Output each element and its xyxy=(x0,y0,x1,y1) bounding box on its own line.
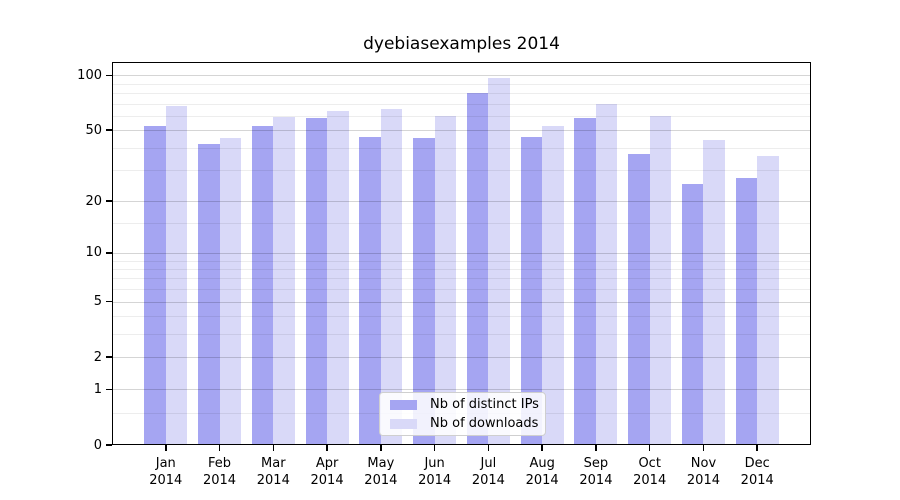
bar-distinct-ips-aug xyxy=(520,136,543,445)
gridline-major xyxy=(112,357,811,359)
y-axis-tick-label: 2 xyxy=(93,349,102,365)
gridline-minor xyxy=(112,316,811,318)
y-axis-tick xyxy=(106,444,112,446)
x-axis-tick-label: Jan 2014 xyxy=(149,456,183,488)
y-axis-tick xyxy=(106,252,112,254)
gridline-minor xyxy=(112,169,811,171)
gridline-major xyxy=(112,75,811,77)
bar-downloads-may xyxy=(380,109,403,445)
gridline-minor xyxy=(112,289,811,291)
gridline-minor xyxy=(112,269,811,271)
x-axis-tick-label: May 2014 xyxy=(364,456,398,488)
y-axis-tick xyxy=(106,129,112,131)
legend-item-distinct-ips: Nb of distinct IPs xyxy=(390,397,545,412)
gridline-major xyxy=(112,130,811,132)
x-axis-tick xyxy=(272,445,275,451)
gridline-minor xyxy=(112,103,811,105)
gridline-major xyxy=(112,301,811,303)
x-axis-tick xyxy=(756,445,758,451)
bar-downloads-jul xyxy=(488,77,510,445)
legend-label-downloads: Nb of downloads xyxy=(430,416,539,431)
bar-distinct-ips-dec xyxy=(735,178,758,445)
y-axis-tick-label: 20 xyxy=(85,193,102,209)
bar-downloads-apr xyxy=(327,110,349,445)
bar-distinct-ips-may xyxy=(359,136,381,445)
x-axis-tick-label: Oct 2014 xyxy=(633,456,667,488)
gridline-minor xyxy=(112,83,811,85)
legend: Nb of distinct IPs Nb of downloads xyxy=(379,392,546,436)
bar-distinct-ips-nov xyxy=(681,184,704,445)
y-axis-tick-label: 50 xyxy=(85,122,102,138)
x-axis-tick xyxy=(541,445,543,451)
x-axis-tick xyxy=(648,445,651,451)
y-axis-tick xyxy=(106,74,112,77)
x-axis-tick-label: Nov 2014 xyxy=(686,456,720,488)
gridline-major xyxy=(112,252,811,254)
bar-downloads-dec xyxy=(757,155,779,445)
legend-item-downloads: Nb of downloads xyxy=(390,416,545,431)
y-axis-tick xyxy=(106,200,112,202)
bar-downloads-aug xyxy=(542,125,564,445)
chart-title: dyebiasexamples 2014 xyxy=(363,34,560,54)
y-axis-tick xyxy=(106,388,112,391)
bar-distinct-ips-jul xyxy=(466,93,489,445)
gridline-minor xyxy=(112,333,811,335)
y-axis-tick-label: 5 xyxy=(93,294,102,309)
gridline-minor xyxy=(112,278,811,280)
x-axis-tick xyxy=(433,445,436,451)
x-axis-tick-label: Dec 2014 xyxy=(740,456,774,488)
gridline-minor xyxy=(112,115,811,117)
y-axis-tick xyxy=(106,356,112,358)
x-axis-tick-label: Apr 2014 xyxy=(310,456,344,488)
bar-distinct-ips-sep xyxy=(574,118,596,445)
gridline-minor xyxy=(112,222,811,224)
x-axis-tick xyxy=(595,445,597,451)
legend-label-distinct-ips: Nb of distinct IPs xyxy=(430,397,539,412)
y-axis-tick-label: 10 xyxy=(85,245,102,261)
bar-distinct-ips-feb xyxy=(198,143,220,445)
x-axis-tick-label: Jun 2014 xyxy=(418,456,452,488)
gridline-major xyxy=(112,389,811,391)
x-axis-tick xyxy=(218,445,221,451)
bar-downloads-jun xyxy=(434,115,457,445)
x-axis-tick xyxy=(487,445,490,451)
x-axis-tick xyxy=(165,445,167,451)
y-axis-tick xyxy=(106,300,112,303)
gridline-minor xyxy=(112,147,811,149)
gridline-minor xyxy=(112,260,811,262)
bar-distinct-ips-mar xyxy=(251,125,274,445)
y-axis-tick-label: 100 xyxy=(77,67,102,83)
bar-downloads-sep xyxy=(595,103,618,445)
bar-downloads-oct xyxy=(649,115,672,445)
bar-downloads-feb xyxy=(219,138,242,445)
x-axis-tick-label: Jul 2014 xyxy=(471,456,505,488)
x-axis-tick xyxy=(702,445,705,451)
x-axis-tick-label: Sep 2014 xyxy=(579,456,613,488)
x-axis-tick-label: Aug 2014 xyxy=(525,456,559,488)
plot-area xyxy=(112,62,811,445)
y-axis-tick-label: 0 xyxy=(93,437,102,453)
bar-downloads-mar xyxy=(273,117,295,445)
bar-distinct-ips-apr xyxy=(305,118,328,445)
legend-swatch-downloads-icon xyxy=(390,418,417,429)
bar-distinct-ips-oct xyxy=(628,153,650,445)
bar-distinct-ips-jun xyxy=(413,138,435,445)
x-axis-tick xyxy=(380,445,382,451)
legend-swatch-distinct-ips-icon xyxy=(390,399,417,410)
bar-distinct-ips-jan xyxy=(144,125,166,445)
gridline-major xyxy=(112,201,811,203)
bar-downloads-jan xyxy=(165,105,188,445)
y-axis-tick-label: 1 xyxy=(93,381,102,397)
bar-downloads-nov xyxy=(703,140,725,445)
x-axis-tick-label: Feb 2014 xyxy=(202,456,237,488)
x-axis-tick xyxy=(326,445,328,451)
gridline-minor xyxy=(112,93,811,95)
x-axis-tick-label: Mar 2014 xyxy=(256,456,290,488)
